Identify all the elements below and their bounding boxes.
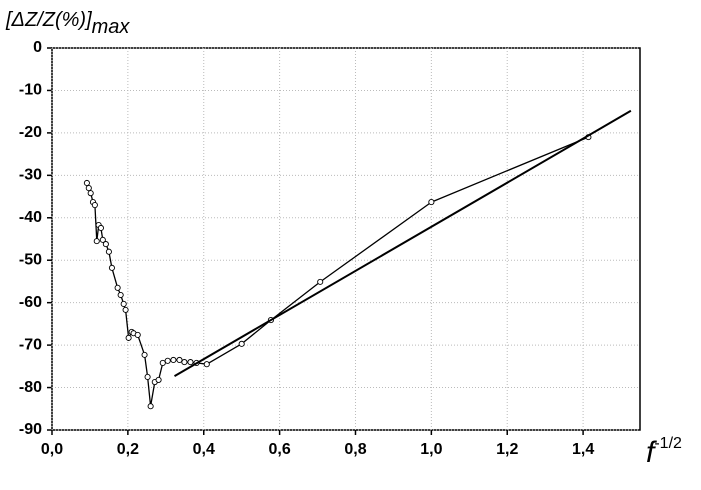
fit-line — [173, 109, 632, 377]
data-point — [147, 403, 154, 410]
data-point — [93, 238, 100, 245]
y-tick-label: -30 — [19, 167, 42, 184]
data-point — [91, 201, 98, 209]
data-point — [102, 241, 109, 248]
data-point — [144, 373, 151, 380]
data-point — [97, 224, 104, 232]
y-tick-label: -70 — [19, 336, 42, 353]
x-tick-label: 1,2 — [496, 441, 518, 458]
x-axis-title-sup: -1/2 — [654, 435, 682, 452]
data-point — [125, 334, 132, 341]
x-axis-title: f-1/2 — [646, 435, 682, 469]
data-point — [159, 359, 166, 366]
data-point — [187, 359, 194, 366]
data-point — [176, 356, 183, 364]
data-point — [155, 376, 162, 383]
y-tick-label: -40 — [19, 209, 42, 226]
data-point — [134, 331, 141, 338]
x-axis-title-main: f — [646, 436, 657, 469]
y-tick-label: -90 — [19, 421, 42, 438]
x-tick-label: 0,0 — [41, 441, 63, 458]
y-tick-label: -50 — [19, 251, 42, 268]
x-tick-label: 0,8 — [344, 441, 366, 458]
data-point — [122, 306, 129, 313]
plot-frame — [51, 47, 641, 431]
y-tick-label: -60 — [19, 294, 42, 311]
data-point — [170, 356, 177, 364]
data-point — [120, 300, 127, 307]
data-point — [317, 278, 324, 285]
y-tick-label: 0 — [33, 39, 42, 56]
x-tick-label: 1,0 — [420, 441, 442, 458]
data-point — [83, 179, 90, 187]
y-tick-label: -20 — [19, 124, 42, 141]
data-point — [99, 236, 106, 243]
data-point — [141, 351, 148, 358]
data-point — [238, 340, 245, 347]
data-point — [108, 264, 115, 271]
x-tick-label: 0,2 — [117, 441, 139, 458]
data-point — [105, 248, 112, 255]
data-point — [114, 284, 121, 291]
x-tick-label: 0,4 — [193, 441, 215, 458]
data-point — [428, 199, 435, 206]
data-point — [181, 359, 188, 366]
y-tick-label: -10 — [19, 82, 42, 99]
y-axis-title: [ΔZ/Z(%)]max — [5, 9, 130, 38]
data-point — [203, 361, 210, 368]
data-point — [85, 185, 92, 192]
x-tick-label: 0,6 — [268, 441, 290, 458]
y-axis-title-sub: max — [92, 16, 131, 38]
x-tick-label: 1,4 — [572, 441, 594, 458]
data-point — [164, 357, 171, 364]
data-point — [87, 190, 94, 197]
y-tick-label: -80 — [19, 379, 42, 396]
y-axis-title-main: [ΔZ/Z(%)] — [5, 9, 92, 31]
data-point — [117, 291, 124, 299]
